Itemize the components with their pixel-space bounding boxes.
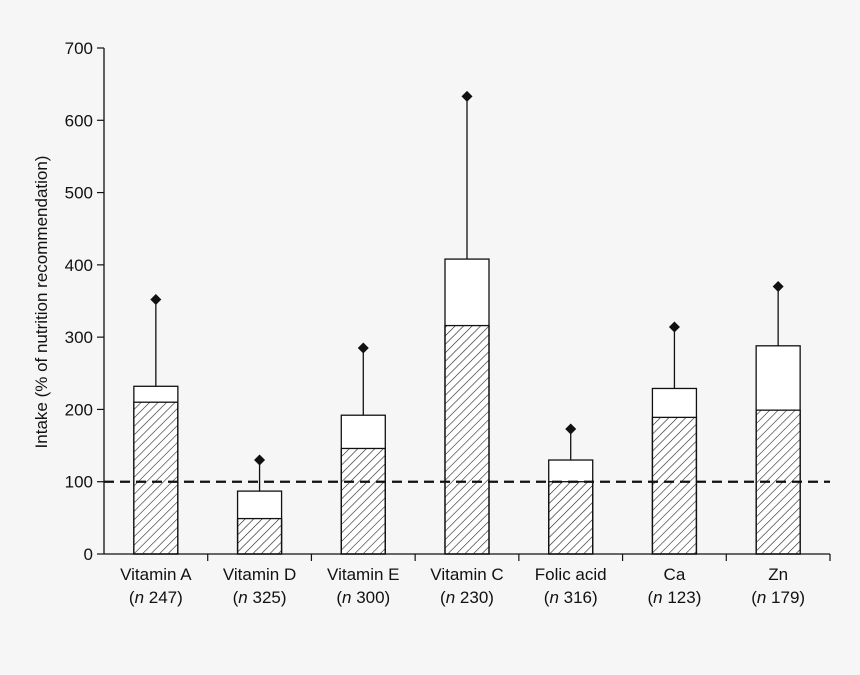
- category-n-label: (n 316): [544, 588, 598, 607]
- bar-hatched: [133, 401, 179, 555]
- diamond-marker: [254, 454, 266, 466]
- category-label: Vitamin D: [223, 565, 296, 584]
- labels-group: 0 100 200 300 400 500 600 700 Vitamin A (n 247) Vi…: [65, 39, 805, 607]
- category-n-label: (n 179): [751, 588, 805, 607]
- category-label: Folic acid: [535, 565, 607, 584]
- diamond-marker: [772, 281, 784, 293]
- y-tick-label: 200: [65, 400, 93, 419]
- diamond-marker: [565, 423, 577, 435]
- category-n-label: (n 325): [233, 588, 287, 607]
- category-label: Ca: [664, 565, 686, 584]
- y-tick-label: 100: [65, 473, 93, 492]
- category-label: Vitamin E: [327, 565, 399, 584]
- category-label: Zn: [768, 565, 788, 584]
- category-n-label: (n 230): [440, 588, 494, 607]
- category-n-label: (n 123): [647, 588, 701, 607]
- bar-hatched: [651, 416, 698, 555]
- diamond-marker: [150, 294, 162, 306]
- y-tick-label: 600: [65, 111, 93, 130]
- bar-hatched: [236, 517, 283, 555]
- bar-hatched: [444, 324, 490, 555]
- y-tick-label: 500: [65, 184, 93, 203]
- category-label: Vitamin A: [120, 565, 192, 584]
- category-label: Vitamin C: [430, 565, 503, 584]
- diamond-marker: [357, 342, 369, 354]
- category-n-label: (n 300): [336, 588, 390, 607]
- category-n-label: (n 247): [129, 588, 183, 607]
- bar-hatched: [340, 447, 386, 555]
- y-tick-label: 300: [65, 328, 93, 347]
- diamond-marker: [461, 90, 473, 102]
- bar-hatched: [548, 481, 594, 555]
- bars-group: [133, 90, 801, 555]
- axes-group: [97, 47, 831, 561]
- y-tick-label: 700: [65, 39, 93, 58]
- y-tick-label: 400: [65, 256, 93, 275]
- diamond-marker: [668, 321, 680, 333]
- y-tick-label: 0: [84, 545, 93, 564]
- y-axis-title: Intake (% of nutrition recommendation): [32, 156, 51, 449]
